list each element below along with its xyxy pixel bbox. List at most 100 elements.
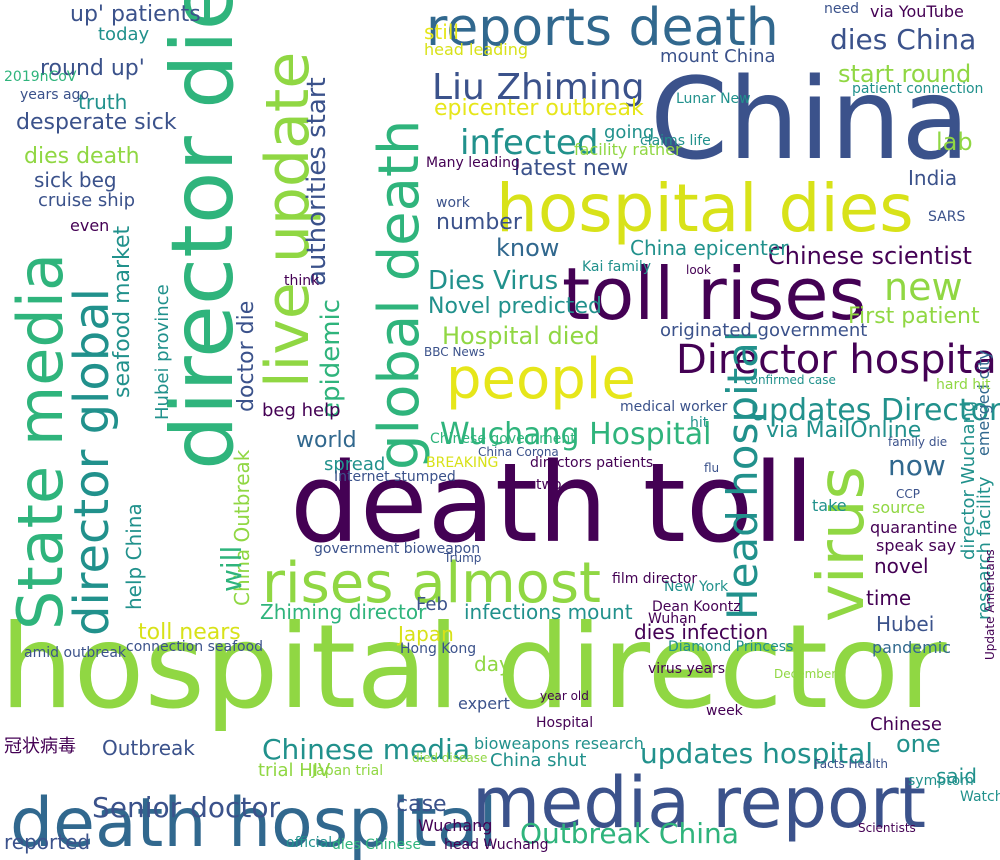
- word: doctor die: [234, 300, 259, 412]
- word: government bioweapon: [314, 541, 481, 557]
- word: Chinese: [870, 714, 942, 735]
- word: toll rises: [562, 252, 867, 336]
- word: mount China: [660, 46, 776, 67]
- word: medical worker: [620, 399, 728, 415]
- word: family die: [888, 435, 948, 449]
- word: global death: [367, 119, 432, 470]
- word: spread: [324, 454, 386, 475]
- word: quarantine: [870, 518, 958, 537]
- word: emerged city: [974, 350, 993, 456]
- word: time: [866, 586, 912, 610]
- word: reported: [4, 830, 91, 854]
- word: seafood market: [110, 225, 135, 398]
- word: speak say: [876, 536, 957, 555]
- word: sick beg: [34, 168, 117, 192]
- word: virus: [805, 466, 879, 622]
- word: Facts Health: [814, 757, 888, 771]
- word: Watch: [960, 789, 1000, 805]
- word: truth: [78, 90, 128, 114]
- word: take: [812, 496, 847, 515]
- word: via YouTube: [870, 2, 964, 21]
- word: even: [70, 216, 110, 235]
- word: Zhiming director: [260, 600, 427, 624]
- word: Hospital: [536, 715, 594, 731]
- word: Hong Kong: [400, 641, 477, 657]
- word: Trump: [444, 551, 482, 565]
- word: China epicenter: [630, 236, 789, 260]
- word: Update Americans: [983, 549, 997, 660]
- word: SARS: [928, 209, 966, 225]
- word: number: [436, 210, 522, 235]
- word: Feb: [416, 594, 448, 615]
- word: work: [436, 195, 470, 211]
- word: bioweapons research: [474, 734, 644, 753]
- word: novel: [874, 554, 929, 578]
- word: world: [296, 428, 357, 453]
- word: new: [884, 265, 963, 309]
- word: people: [446, 347, 636, 412]
- word: Wuchang Hospital: [440, 417, 712, 452]
- word: authorities start: [302, 77, 332, 286]
- word: round up': [40, 56, 145, 81]
- word: Japan trial: [312, 763, 384, 779]
- word: updates hospital: [640, 737, 874, 770]
- word: 2019nCoV: [4, 69, 77, 85]
- word: look: [686, 263, 711, 277]
- word: going: [604, 122, 655, 143]
- word: lab: [936, 128, 973, 156]
- word: Outbreak China: [520, 817, 739, 850]
- word: help China: [122, 503, 146, 610]
- word: year old: [540, 689, 589, 703]
- word: cruise ship: [38, 190, 136, 211]
- word: desperate sick: [16, 110, 177, 135]
- word: Lunar New: [676, 91, 751, 107]
- word: infected: [460, 123, 599, 163]
- word: updates Director: [750, 393, 1000, 428]
- word: Dies Virus: [428, 266, 559, 296]
- word: think: [284, 273, 320, 289]
- word: China: [650, 55, 970, 185]
- word: hard hit: [936, 377, 991, 393]
- word: State media: [4, 253, 77, 630]
- word: Chinese scientist: [768, 242, 972, 270]
- word: know: [496, 234, 560, 262]
- word: Outbreak: [102, 736, 195, 760]
- word: CCP: [896, 487, 920, 501]
- word: now: [888, 449, 946, 482]
- word: China Corona: [478, 445, 559, 459]
- word: Japan: [398, 622, 454, 646]
- word: facility rather: [574, 140, 682, 159]
- word: death toll: [290, 439, 815, 567]
- word: need: [824, 1, 859, 17]
- word: died disease: [412, 751, 488, 765]
- word: Internet stumped: [334, 469, 456, 485]
- word: directors patients: [530, 455, 654, 471]
- word: week: [706, 703, 743, 719]
- word: Diamond Princess: [668, 639, 794, 655]
- word: China shut: [490, 750, 587, 771]
- word: day: [474, 652, 511, 676]
- word: Many leading: [426, 155, 520, 171]
- word: up' patients: [70, 2, 201, 27]
- word: December: [774, 667, 837, 681]
- word: dies China: [830, 23, 977, 56]
- word: source: [872, 498, 926, 517]
- word: still: [424, 20, 459, 44]
- word: rises almost: [262, 551, 602, 616]
- word: death hospital: [10, 784, 498, 860]
- word: symptom: [908, 773, 974, 789]
- word: amid outbreak: [24, 645, 127, 661]
- word: Liu Zhiming: [432, 67, 645, 108]
- word: media report: [472, 762, 927, 844]
- word: Director hospital: [676, 337, 1000, 383]
- word: trial HIV: [258, 760, 331, 781]
- word: Scientists: [858, 821, 916, 835]
- word: connection seafood: [126, 639, 264, 655]
- word: beg help: [262, 400, 341, 421]
- word: director global: [64, 288, 120, 636]
- word: latest new: [514, 156, 629, 181]
- word: infections mount: [464, 600, 633, 624]
- word: expert: [458, 694, 510, 713]
- word: BREAKING: [426, 455, 499, 471]
- word: virus years: [648, 661, 726, 677]
